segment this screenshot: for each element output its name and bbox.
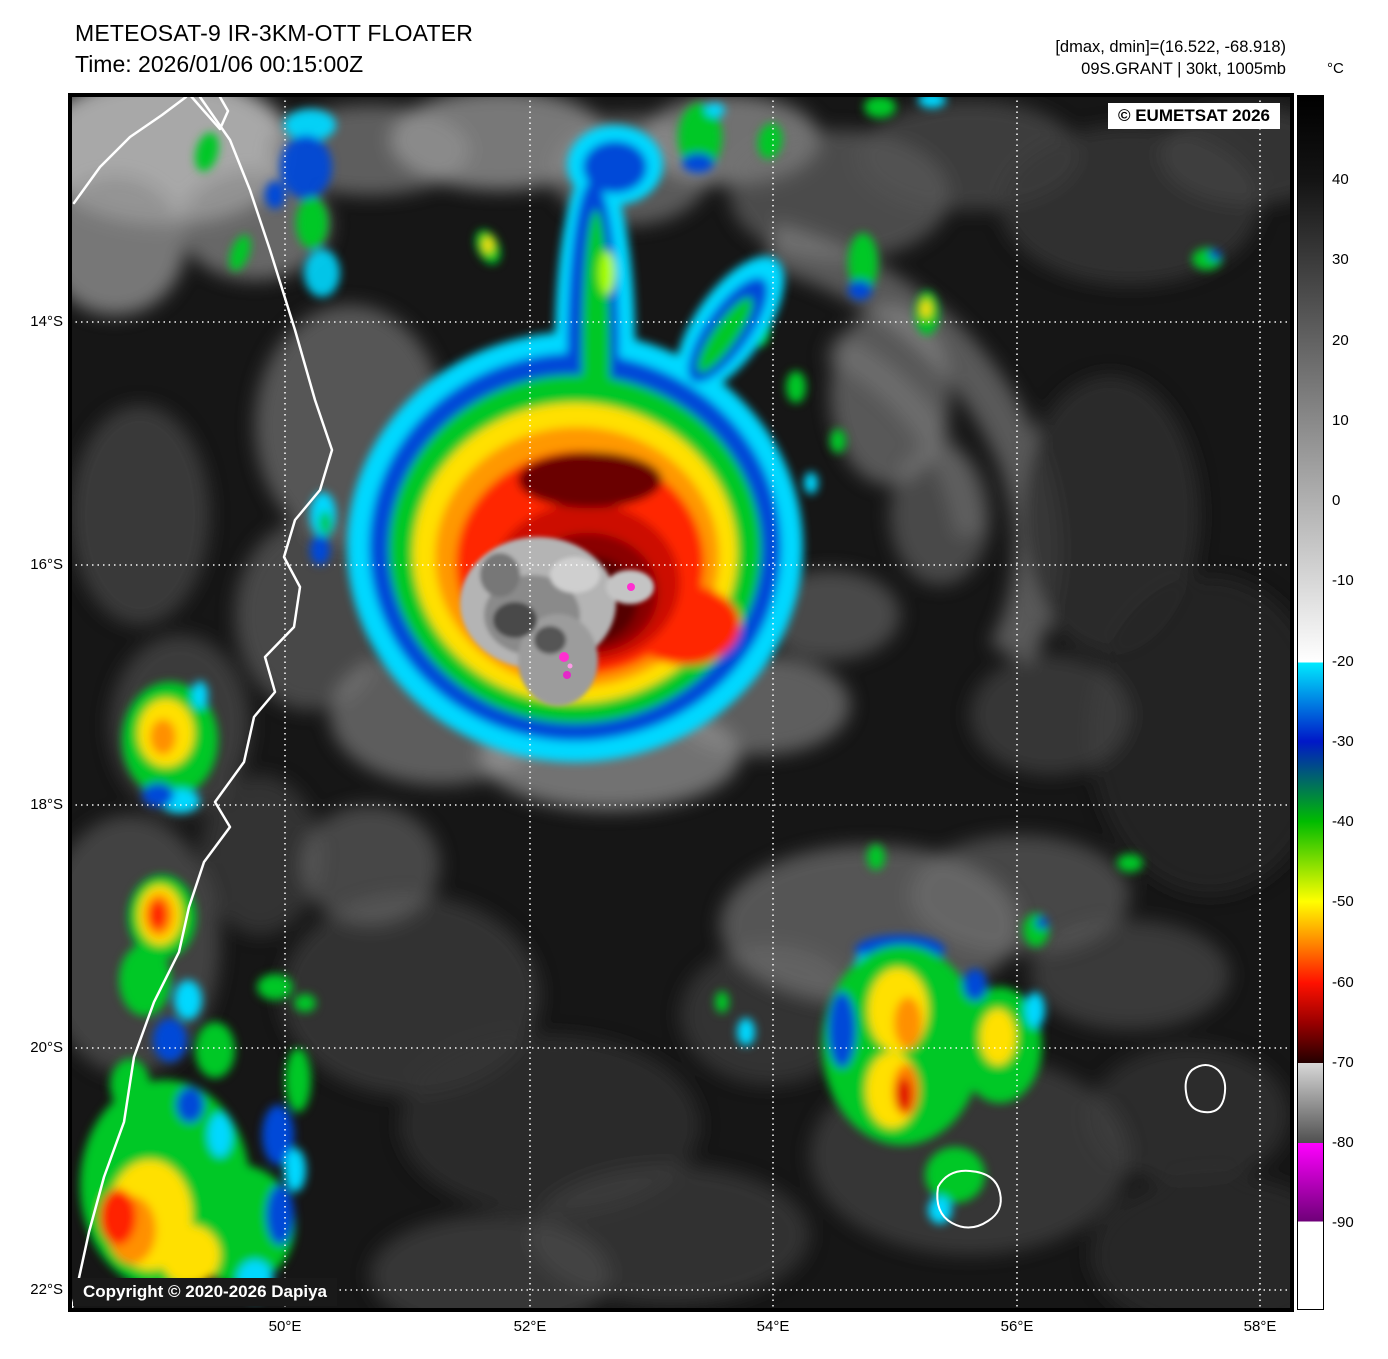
colorbar-tick: -80 (1332, 1134, 1354, 1151)
reunion-island (936, 1169, 1002, 1229)
lon-label: 50°E (268, 1318, 302, 1335)
lon-label: 52°E (513, 1318, 547, 1335)
colorbar-tick: 30 (1332, 251, 1349, 268)
lat-label: 18°S (30, 796, 63, 813)
coldest-pixels (559, 583, 635, 679)
colorbar-tick: -20 (1332, 653, 1354, 670)
colorbar-tick: 40 (1332, 171, 1349, 188)
colorbar-tick: -90 (1332, 1214, 1354, 1231)
overshooting-tops (460, 537, 654, 706)
satellite-map: © EUMETSAT 2026 Copyright © 2020-2026 Da… (68, 93, 1294, 1312)
mauritius-island (1184, 1064, 1227, 1114)
lat-label: 16°S (30, 556, 63, 573)
madagascar-north-tip (188, 95, 230, 131)
colorbar-tick: -30 (1332, 733, 1354, 750)
coastlines (70, 95, 1227, 1310)
colorbar-tick: -70 (1332, 1054, 1354, 1071)
madagascar-coastline (70, 95, 334, 1310)
lon-label: 54°E (756, 1318, 790, 1335)
colorbar-tick: 10 (1332, 412, 1349, 429)
colorbar-tick: -40 (1332, 813, 1354, 830)
colorbar-tick: -50 (1332, 893, 1354, 910)
colorbar-gradient (1297, 95, 1324, 1310)
timestamp: Time: 2026/01/06 00:15:00Z (75, 51, 364, 77)
colorbar-tick: -10 (1332, 572, 1354, 589)
colorbar-tick: -60 (1332, 974, 1354, 991)
satellite-image (70, 95, 1292, 1310)
copyright-badge: Copyright © 2020-2026 Dapiya (73, 1278, 338, 1306)
colorbar-unit: °C (1327, 60, 1344, 77)
grid-lines (70, 95, 1292, 1310)
convection-cells (80, 95, 1222, 1300)
page-title: METEOSAT-9 IR-3KM-OTT FLOATER (75, 20, 474, 46)
colorbar-tick: 0 (1332, 492, 1341, 509)
lon-label: 56°E (1000, 1318, 1034, 1335)
lat-label: 20°S (30, 1039, 63, 1056)
lat-label: 14°S (30, 313, 63, 330)
eumetsat-credit: © EUMETSAT 2026 (1107, 103, 1280, 129)
storm-readout: 09S.GRANT | 30kt, 1005mb (1081, 60, 1286, 78)
dmax-dmin-readout: [dmax, dmin]=(16.522, -68.918) (1055, 38, 1286, 56)
lat-label: 22°S (30, 1281, 63, 1298)
header-right-info: [dmax, dmin]=(16.522, -68.918) 09S.GRANT… (1055, 36, 1286, 80)
lon-label: 58°E (1243, 1318, 1277, 1335)
colorbar-tick: 20 (1332, 332, 1349, 349)
madagascar-northwest-coast (72, 95, 188, 205)
